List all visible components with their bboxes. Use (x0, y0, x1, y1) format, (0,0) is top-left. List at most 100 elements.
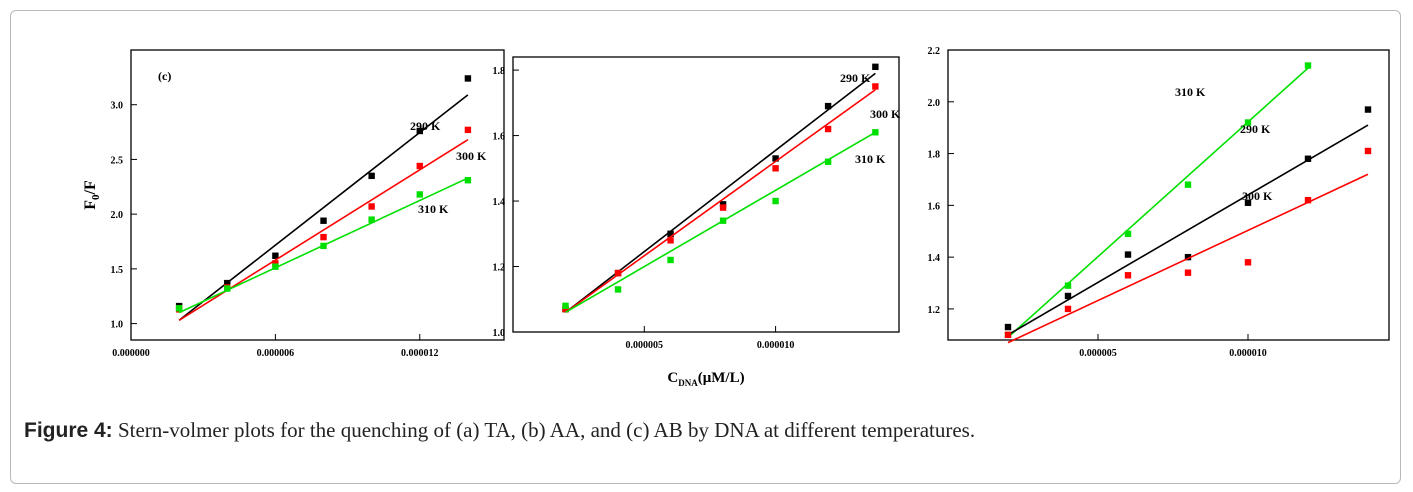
y-tick-label: 1.6 (493, 132, 506, 143)
data-point (772, 155, 779, 162)
panel-1: 1.0 1.5 2.0 2.5 3.0 0.000000 0.000006 0.000012 2… (82, 49, 505, 359)
data-point (1004, 331, 1012, 339)
data-point (1304, 155, 1312, 162)
data-point (562, 302, 569, 310)
fit-line (1007, 67, 1309, 339)
data-point (614, 269, 622, 277)
y-tick-label: 1.2 (928, 305, 941, 316)
fit-line (1007, 124, 1369, 336)
x-tick-label: 0.000010 (1229, 348, 1267, 359)
fit-line (565, 89, 876, 314)
y-tick-label: 1.8 (928, 150, 941, 161)
x-tick-label: 0.000006 (257, 348, 295, 359)
panel-3: 1.2 1.4 1.6 1.8 2.0 2.2 0.000005 0.000010 310 K 2… (928, 46, 1390, 359)
y-tick-label: 2.0 (111, 210, 124, 221)
fit-line (1007, 173, 1369, 344)
series-290k: 290 K (175, 75, 472, 321)
data-point (824, 158, 832, 165)
y-tick-label: 1.4 (928, 253, 941, 264)
series-310k: 310 K (562, 129, 886, 314)
plot-frame (130, 49, 505, 341)
series-label: 310 K (418, 202, 449, 216)
x-tick-label: 0.000010 (757, 340, 795, 351)
data-point (272, 263, 279, 270)
series-label: 310 K (1175, 85, 1206, 99)
data-point (1304, 196, 1312, 204)
data-point (872, 83, 879, 90)
y-tick-label: 1.6 (928, 201, 941, 212)
data-point (719, 201, 727, 208)
y-axis-label: F0/F (82, 180, 102, 210)
data-point (368, 216, 375, 223)
series-label: 290 K (1240, 122, 1271, 136)
y-tick-label: 1.0 (493, 328, 506, 339)
y-tick-label: 2.2 (928, 46, 941, 57)
caption-label: Figure 4: (24, 419, 113, 442)
data-point (562, 305, 569, 313)
panel-label: (c) (158, 69, 171, 83)
series-300k: 300 K (562, 83, 901, 314)
x-tick-label: 0.000005 (1079, 348, 1117, 359)
series-label: 300 K (870, 107, 901, 121)
data-point (824, 102, 832, 110)
series-label: 310 K (855, 152, 886, 166)
series-label: 300 K (1242, 189, 1273, 203)
panel-2: 1.0 1.2 1.4 1.6 1.8 0.000005 0.000010 290 K 300 … (493, 56, 901, 351)
series-label: 300 K (456, 149, 487, 163)
x-tick-label: 0.000012 (401, 348, 439, 359)
plot-frame (512, 56, 900, 333)
y-tick-label: 1.8 (493, 66, 506, 77)
data-point (872, 129, 879, 136)
series-290k: 290 K (1004, 106, 1372, 336)
data-point (272, 252, 279, 259)
data-point (1244, 199, 1252, 206)
y-tick-label: 2.5 (111, 155, 124, 166)
figure-caption: Figure 4: Stern-volmer plots for the que… (24, 418, 975, 443)
data-point (667, 237, 674, 244)
data-point (464, 75, 472, 82)
y-tick-label: 1.2 (493, 263, 506, 274)
data-point (320, 233, 327, 241)
series-label: 290 K (410, 119, 441, 133)
data-point (719, 204, 727, 211)
data-point (1184, 181, 1192, 188)
data-point (1004, 323, 1012, 331)
data-point (824, 125, 832, 133)
series-300k: 300 K (1004, 147, 1372, 344)
data-point (464, 126, 472, 134)
data-point (1244, 119, 1252, 126)
data-point (368, 172, 375, 180)
data-point (272, 260, 279, 267)
figure-frame (10, 10, 1401, 484)
data-point (719, 217, 727, 224)
data-point (1304, 62, 1312, 69)
data-point (416, 127, 423, 135)
x-axis-label: CDNA(μM/L) (667, 370, 744, 388)
series-300k: 300 K (175, 126, 487, 321)
data-point (175, 305, 183, 312)
plot-frame (947, 49, 1390, 341)
data-point (320, 242, 327, 250)
data-point (1184, 269, 1192, 276)
data-point (224, 279, 231, 287)
series-290k: 290 K (562, 63, 879, 313)
data-point (320, 217, 327, 224)
data-point (614, 286, 622, 293)
x-tick-label: 0.000005 (626, 340, 664, 351)
y-tick-label: 1.5 (111, 265, 124, 276)
y-tick-label: 3.0 (111, 101, 124, 112)
data-point (1124, 230, 1132, 238)
data-point (1064, 292, 1072, 300)
data-point (1124, 251, 1132, 258)
data-point (464, 177, 472, 184)
data-point (1064, 282, 1072, 289)
data-point (1364, 106, 1372, 113)
data-point (1364, 147, 1372, 155)
y-tick-label: 1.4 (493, 197, 506, 208)
data-point (416, 162, 423, 170)
data-point (772, 197, 779, 205)
data-point (1124, 272, 1132, 279)
y-tick-label: 2.0 (928, 98, 941, 109)
data-point (667, 256, 674, 264)
